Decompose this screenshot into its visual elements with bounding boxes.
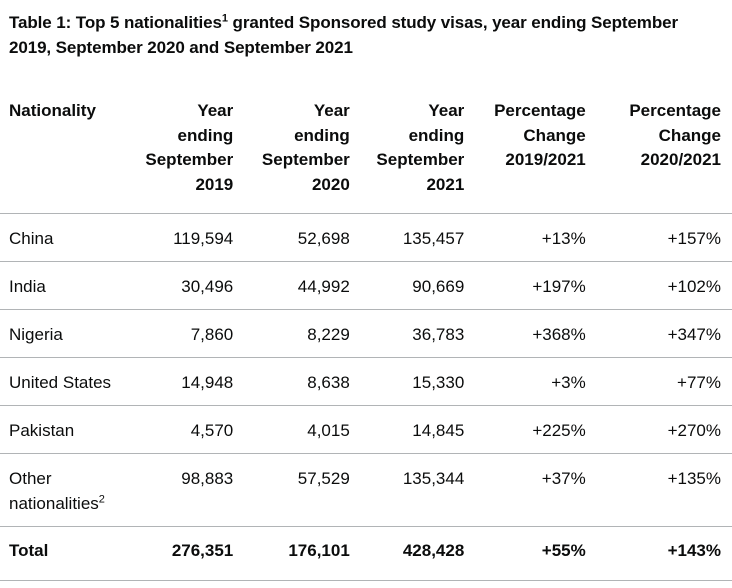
- table-row: Other nationalities2 98,883 57,529 135,3…: [0, 453, 732, 527]
- header-year-2020: Year ending September 2020: [261, 101, 350, 194]
- cell-nationality: Other nationalities2: [0, 453, 124, 527]
- cell-pct-2019-2021: +13%: [464, 213, 586, 262]
- cell-2021: 14,845: [349, 405, 465, 454]
- footnote-marker: 2: [98, 493, 105, 506]
- caption-text-end: granted Sponsored study visas, year endi…: [9, 13, 678, 57]
- table-row: Nigeria 7,860 8,229 36,783 +368% +347%: [0, 309, 732, 358]
- cell-total-2021: 428,428: [349, 526, 465, 573]
- cell-2020: 44,992: [235, 261, 350, 310]
- cell-pct-2020-2021: +102%: [585, 261, 732, 310]
- header-pct-change-2020-2021: Percentage Change 2020/2021: [629, 101, 721, 169]
- cell-2021: 135,457: [349, 213, 465, 262]
- cell-2021: 90,669: [349, 261, 465, 310]
- cell-pct-2019-2021: +3%: [464, 357, 586, 406]
- cell-nationality: India: [0, 261, 124, 310]
- table-caption: Table 1: Top 5 nationalities1 granted Sp…: [9, 10, 724, 60]
- table-bottom-rule: [0, 580, 732, 581]
- cell-pct-2019-2021: +225%: [464, 405, 586, 454]
- caption-text-start: Table 1: Top 5 nationalities: [9, 13, 222, 32]
- cell-pct-2020-2021: +347%: [585, 309, 732, 358]
- cell-2020: 57,529: [235, 453, 350, 527]
- cell-nationality: China: [0, 213, 124, 262]
- cell-nationality: Nigeria: [0, 309, 124, 358]
- cell-total-pct-2020-2021: +143%: [585, 526, 732, 573]
- cell-2021: 36,783: [349, 309, 465, 358]
- cell-2019: 4,570: [123, 405, 236, 454]
- visa-table: Nationality Year ending September 2019 Year…: [0, 88, 732, 573]
- cell-2020: 52,698: [235, 213, 350, 262]
- cell-total-pct-2019-2021: +55%: [464, 526, 586, 573]
- cell-nationality: Pakistan: [0, 405, 124, 454]
- table-row: India 30,496 44,992 90,669 +197% +102%: [0, 261, 732, 310]
- cell-2019: 7,860: [123, 309, 236, 358]
- cell-total-label: Total: [0, 526, 124, 573]
- cell-2019: 30,496: [123, 261, 236, 310]
- cell-2019: 98,883: [123, 453, 236, 527]
- cell-pct-2020-2021: +270%: [585, 405, 732, 454]
- caption-footnote-marker: 1: [221, 12, 228, 25]
- cell-2020: 4,015: [235, 405, 350, 454]
- table-row: United States 14,948 8,638 15,330 +3% +7…: [0, 357, 732, 406]
- cell-total-2020: 176,101: [235, 526, 350, 573]
- table-row: China 119,594 52,698 135,457 +13% +157%: [0, 213, 732, 262]
- header-year-2019: Year ending September 2019: [145, 101, 234, 194]
- header-row: Nationality Year ending September 2019 Year…: [0, 88, 732, 214]
- cell-pct-2019-2021: +37%: [464, 453, 586, 527]
- cell-2021: 135,344: [349, 453, 465, 527]
- cell-2019: 14,948: [123, 357, 236, 406]
- cell-pct-2019-2021: +197%: [464, 261, 586, 310]
- total-row: Total 276,351 176,101 428,428 +55% +143%: [0, 526, 732, 573]
- cell-2020: 8,229: [235, 309, 350, 358]
- cell-pct-2019-2021: +368%: [464, 309, 586, 358]
- cell-total-2019: 276,351: [123, 526, 236, 573]
- header-year-2021: Year ending September 2021: [376, 101, 465, 194]
- cell-2020: 8,638: [235, 357, 350, 406]
- cell-nationality: United States: [0, 357, 124, 406]
- cell-pct-2020-2021: +157%: [585, 213, 732, 262]
- header-nationality: Nationality: [9, 101, 96, 120]
- cell-pct-2020-2021: +77%: [585, 357, 732, 406]
- cell-2019: 119,594: [123, 213, 236, 262]
- cell-2021: 15,330: [349, 357, 465, 406]
- header-pct-change-2019-2021: Percentage Change 2019/2021: [494, 101, 586, 169]
- cell-pct-2020-2021: +135%: [585, 453, 732, 527]
- table-row: Pakistan 4,570 4,015 14,845 +225% +270%: [0, 405, 732, 454]
